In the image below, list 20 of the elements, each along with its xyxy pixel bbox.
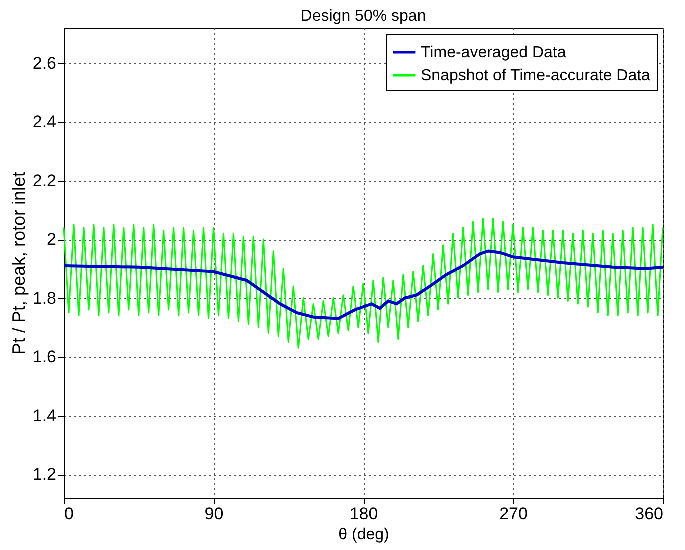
x-tick-label: 0	[64, 504, 74, 524]
x-tick-label: 270	[500, 504, 528, 524]
y-tick-label: 1.4	[32, 406, 56, 426]
y-tick-label: 2.4	[32, 112, 56, 132]
y-tick-label: 1.8	[32, 288, 56, 308]
y-tick-label: 2.2	[32, 171, 56, 190]
y-tick-label: 1.6	[32, 348, 56, 366]
x-tick-label: 90	[204, 504, 224, 524]
y-tick-label: 1.2	[32, 465, 56, 484]
legend-label: Time-averaged Data	[421, 44, 566, 62]
y-axis-title: Pt / Pt, peak, rotor inlet	[8, 172, 29, 356]
x-tick-label: 360	[635, 504, 664, 524]
chart-title: Design 50% span	[300, 8, 426, 25]
line-series	[62, 250, 664, 320]
y-tick-label: 2.6	[32, 54, 56, 73]
x-axis-title: θ (deg)	[338, 526, 390, 544]
y-tick-label: 2	[47, 230, 56, 249]
x-tick-label: 180	[350, 504, 378, 524]
legend-label: Snapshot of Time-accurate Data	[421, 68, 651, 84]
line-series	[63, 218, 664, 349]
